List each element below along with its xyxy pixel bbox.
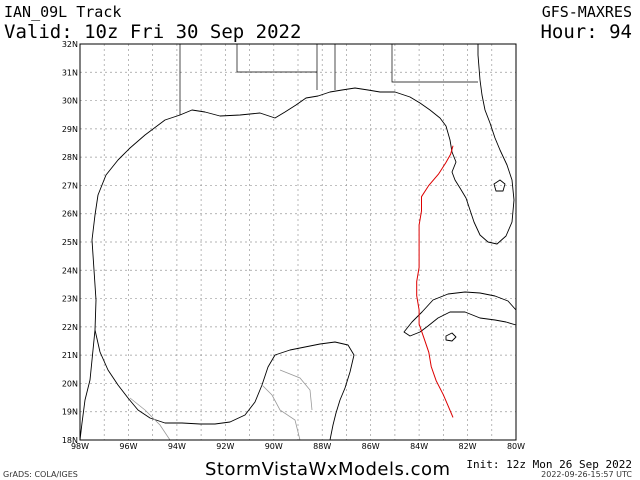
grads-credit: GrADS: COLA/IGES (3, 470, 78, 479)
mexico-borders (129, 369, 313, 441)
lat-tick-label: 28N (62, 153, 78, 162)
lon-tick-label: 82W (459, 442, 477, 451)
valid-time: Valid: 10z Fri 30 Sep 2022 (4, 21, 302, 43)
lon-tick-label: 98W (71, 442, 89, 451)
lon-tick-label: 86W (362, 442, 380, 451)
lake-okeechobee (493, 179, 506, 192)
latitude-labels: 32N 31N 30N 29N 28N 27N 26N 25N 24N 23N 22N 21N 20N 1… (62, 40, 78, 445)
lat-tick-label: 25N (62, 238, 78, 247)
lon-tick-label: 92W (216, 442, 234, 451)
init-time: Init: 12z Mon 26 Sep 2022 (466, 458, 632, 471)
yucatan-coastline (94, 329, 355, 441)
lat-tick-label: 32N (62, 40, 78, 49)
isla-de-la-juventud (445, 332, 457, 342)
us-state-borders (179, 44, 478, 115)
storm-title: IAN_09L Track (4, 3, 122, 21)
map-grid (80, 44, 516, 440)
lat-tick-label: 21N (62, 351, 78, 360)
lat-tick-label: 20N (62, 379, 78, 388)
lon-tick-label: 80W (507, 442, 525, 451)
storm-track (416, 145, 454, 418)
longitude-labels: 98W 96W 94W 92W 90W 88W 86W 84W 82W 80W (71, 442, 525, 451)
lon-tick-label: 88W (313, 442, 331, 451)
lat-tick-label: 22N (62, 323, 78, 332)
lat-tick-label: 24N (62, 266, 78, 275)
lon-tick-label: 84W (410, 442, 428, 451)
lat-tick-label: 29N (62, 125, 78, 134)
lon-tick-label: 94W (168, 442, 186, 451)
model-name: GFS-MAXRES (541, 3, 632, 21)
lat-tick-label: 26N (62, 210, 78, 219)
lat-tick-label: 18N (62, 436, 78, 445)
lat-tick-label: 23N (62, 295, 78, 304)
lon-tick-label: 90W (265, 442, 283, 451)
lon-tick-label: 96W (119, 442, 137, 451)
map-frame (79, 43, 517, 441)
lat-tick-label: 30N (62, 97, 78, 106)
lat-tick-label: 31N (62, 68, 78, 77)
lat-tick-label: 19N (62, 408, 78, 417)
gulf-coastline (79, 44, 515, 441)
generated-timestamp: 2022-09-26-15:57 UTC (541, 470, 632, 479)
forecast-hour: Hour: 94 (540, 21, 632, 43)
website-credit: StormVistaWxModels.com (205, 459, 451, 480)
lat-tick-label: 27N (62, 181, 78, 190)
